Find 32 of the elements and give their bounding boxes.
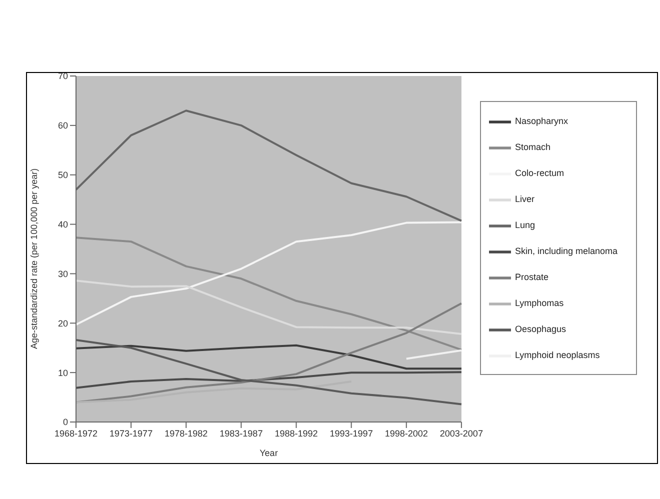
x-tick-label: 2003-2007 xyxy=(440,428,483,438)
y-tick-label: 10 xyxy=(58,368,68,378)
x-tick-label: 1978-1982 xyxy=(164,428,208,438)
legend-label: Nasopharynx xyxy=(515,116,568,126)
y-tick-label: 20 xyxy=(58,318,68,328)
x-tick-label: 1983-1987 xyxy=(220,428,263,438)
y-tick-label: 40 xyxy=(58,219,68,230)
legend-label: Lymphomas xyxy=(515,298,564,308)
line-series xyxy=(75,371,462,389)
legend-label: Lymphoid neoplasms xyxy=(515,350,600,360)
line-series xyxy=(75,280,462,336)
y-tick-label: 30 xyxy=(58,268,68,279)
x-tick-label: 1998-2002 xyxy=(384,428,428,438)
legend-label: Stomach xyxy=(515,142,551,152)
x-tick-label: 1968-1972 xyxy=(54,428,98,438)
x-tick-label: 1988-1992 xyxy=(274,428,318,438)
legend-label: Colo-rectum xyxy=(515,168,564,178)
line-series xyxy=(75,344,462,370)
y-tick-label: 60 xyxy=(58,120,68,131)
legend-label: Lung xyxy=(515,220,536,230)
y-tick-label: 50 xyxy=(58,170,68,180)
x-tick-label: 1993-1997 xyxy=(330,428,373,438)
x-tick-label: 1973-1977 xyxy=(110,428,153,438)
line-series xyxy=(75,221,462,326)
y-tick-label: 70 xyxy=(58,71,68,82)
legend-label: Oesophagus xyxy=(515,324,566,334)
legend-label: Skin, including melanoma xyxy=(515,246,618,256)
y-axis-title: Age-standardized rate (per 100,000 per year) xyxy=(29,168,40,349)
legend-label: Liver xyxy=(515,194,535,204)
legend-label: Prostate xyxy=(515,272,549,282)
y-tick-label: 0 xyxy=(62,417,68,428)
x-axis-title: Year xyxy=(260,448,278,458)
